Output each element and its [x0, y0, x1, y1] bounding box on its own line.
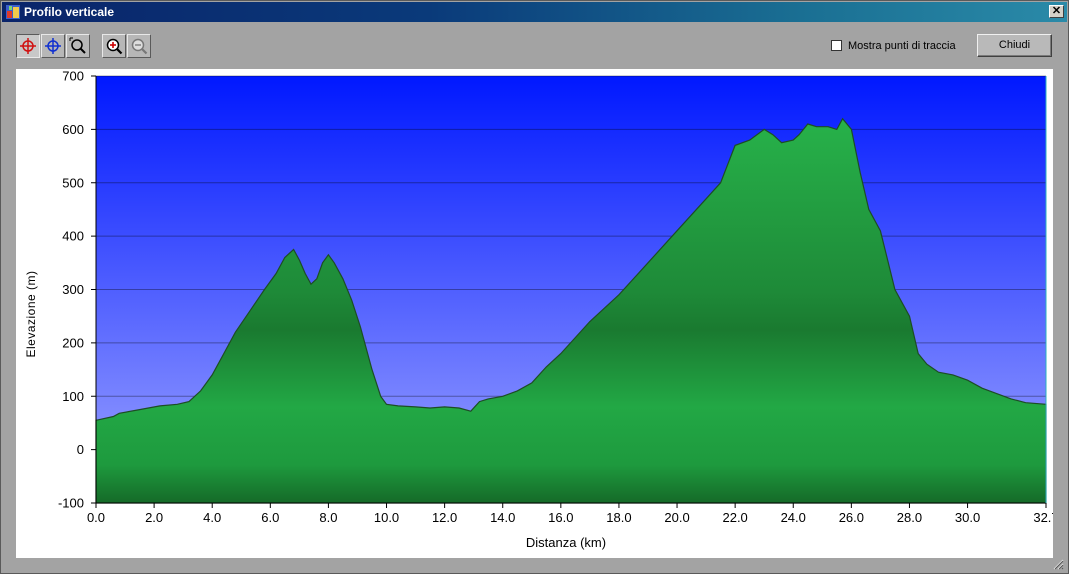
x-tick-label: 24.0 [781, 510, 806, 525]
close-button[interactable]: Chiudi [977, 34, 1052, 57]
y-tick-label: 0 [77, 442, 84, 457]
zoom-region-button[interactable] [66, 34, 90, 58]
crosshair-blue-icon [45, 38, 61, 54]
zoom-in-button[interactable] [102, 34, 126, 58]
x-tick-label: 2.0 [145, 510, 163, 525]
close-icon: ✕ [1051, 5, 1062, 17]
x-tick-label: 4.0 [203, 510, 221, 525]
y-axis-label: Elevazione (m) [24, 270, 38, 357]
x-tick-label: 6.0 [261, 510, 279, 525]
app-icon [6, 5, 20, 19]
x-tick-label: 26.0 [839, 510, 864, 525]
x-tick-label: 22.0 [722, 510, 747, 525]
y-tick-label: 600 [62, 122, 84, 137]
x-tick-label: 32.7 [1033, 510, 1053, 525]
y-tick-label: -100 [58, 496, 84, 511]
zoom-out-button[interactable] [127, 34, 151, 58]
y-tick-label: 200 [62, 335, 84, 350]
x-tick-label: 20.0 [664, 510, 689, 525]
x-axis-label: Distanza (km) [526, 535, 606, 550]
zoom-out-icon [131, 38, 148, 55]
x-tick-label: 10.0 [374, 510, 399, 525]
select-point-blue-button[interactable] [41, 34, 65, 58]
elevation-chart-panel: 0.0 2.0 4.0 6.0 8.0 10.0 12.0 14.0 16.0 18.0 20.0 2… [16, 69, 1059, 558]
x-tick-label: 14.0 [490, 510, 515, 525]
y-tick-label: 300 [62, 282, 84, 297]
y-tick-label: 700 [62, 69, 84, 84]
elevation-profile-chart[interactable]: 0.0 2.0 4.0 6.0 8.0 10.0 12.0 14.0 16.0 18.0 20.0 2… [16, 69, 1059, 558]
y-tick-label: 400 [62, 229, 84, 244]
y-tick-label: 100 [62, 389, 84, 404]
title-bar[interactable]: Profilo verticale ✕ [2, 2, 1067, 22]
window-title: Profilo verticale [24, 5, 115, 19]
close-window-button[interactable]: ✕ [1049, 5, 1064, 18]
elevation-area [95, 117, 1047, 504]
x-tick-label: 12.0 [432, 510, 457, 525]
zoom-in-icon [106, 38, 123, 55]
y-tick-label: 500 [62, 175, 84, 190]
x-tick-label: 18.0 [606, 510, 631, 525]
x-tick-label: 30.0 [955, 510, 980, 525]
x-tick-label: 8.0 [319, 510, 337, 525]
crosshair-red-icon [20, 38, 36, 54]
show-track-points-checkbox[interactable] [831, 40, 842, 51]
x-tick-label: 28.0 [897, 510, 922, 525]
x-tick-label: 16.0 [548, 510, 573, 525]
x-tick-label: 0.0 [87, 510, 105, 525]
zoom-region-icon [69, 37, 86, 54]
resize-grip-icon[interactable] [1052, 558, 1064, 570]
select-point-button[interactable] [16, 34, 40, 58]
show-track-points-label: Mostra punti di traccia [848, 40, 956, 52]
